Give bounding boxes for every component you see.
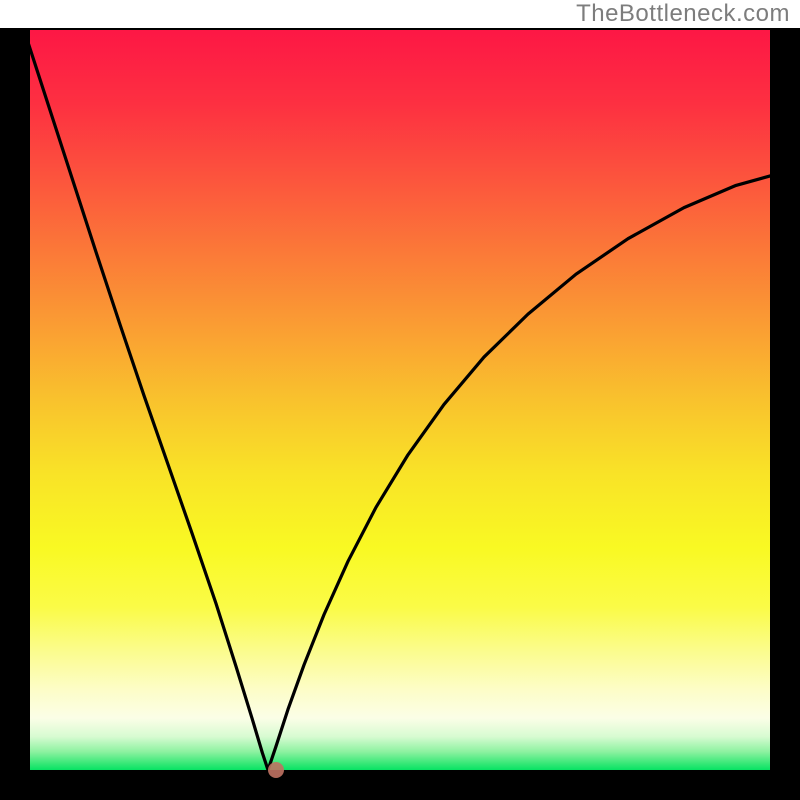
chart-frame: TheBottleneck.com bbox=[0, 0, 800, 800]
minimum-marker bbox=[268, 762, 284, 778]
bottleneck-chart bbox=[0, 0, 800, 800]
gradient-background bbox=[30, 30, 770, 770]
watermark-text: TheBottleneck.com bbox=[576, 0, 790, 28]
